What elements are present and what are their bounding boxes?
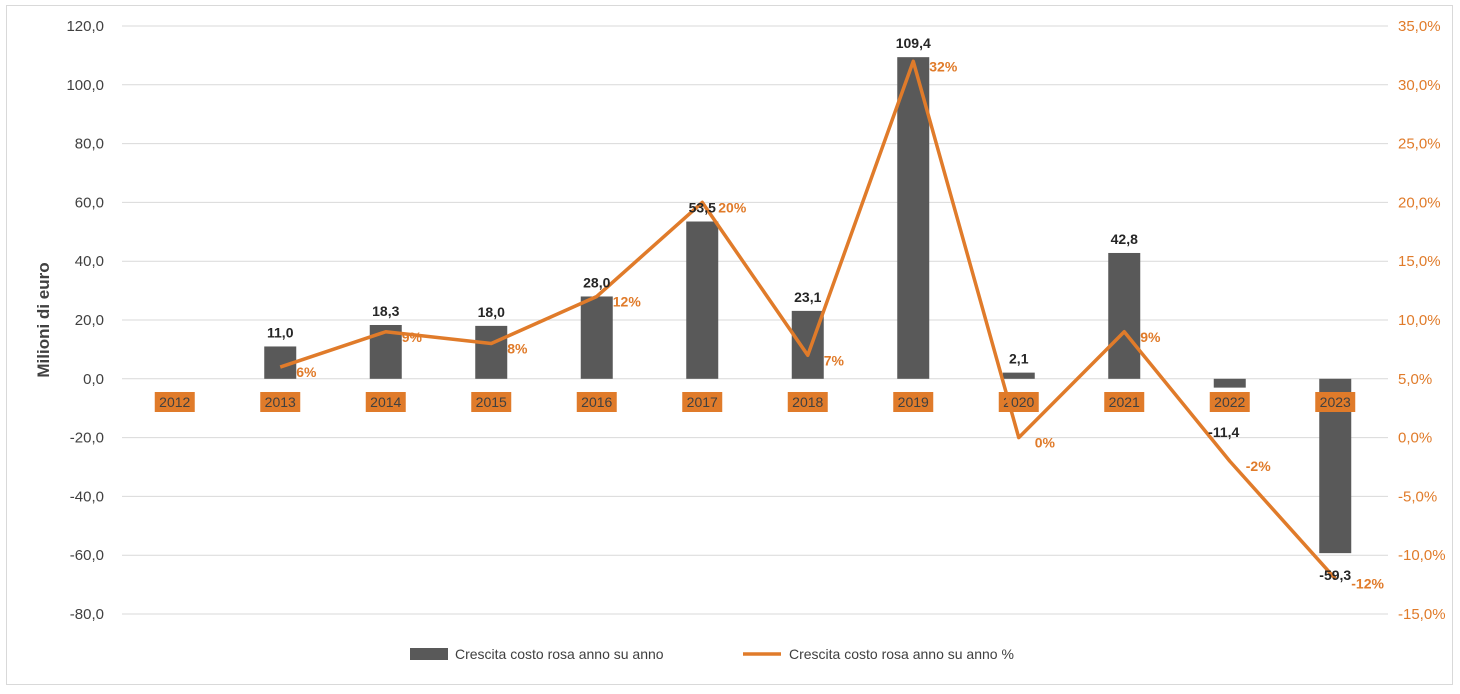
line-data-label: 9%: [402, 329, 423, 345]
category-label-box: [260, 392, 301, 412]
category-label-box: [1104, 392, 1145, 412]
category-label: 2023: [1320, 394, 1351, 410]
category-label-box: [471, 392, 512, 412]
y2-tick-label: 35,0%: [1398, 18, 1441, 35]
y-tick-label: 60,0: [75, 194, 104, 211]
y2-tick-label: 25,0%: [1398, 136, 1441, 153]
y-tick-label: 80,0: [75, 136, 104, 153]
category-label: 2021: [1109, 394, 1140, 410]
legend-swatch-bar: [410, 648, 448, 660]
line-data-label: -2%: [1246, 458, 1271, 474]
category-label: 2017: [687, 394, 718, 410]
line-data-label: 7%: [824, 352, 845, 368]
y2-tick-label: -5,0%: [1398, 488, 1437, 505]
line-data-label: 12%: [613, 293, 642, 309]
y-tick-label: -20,0: [70, 430, 104, 447]
bar-data-label: -11,4: [1208, 424, 1239, 440]
category-label: 2018: [792, 394, 823, 410]
bar-data-label: 18,0: [478, 304, 505, 320]
category-label-box: [1315, 392, 1356, 412]
line-data-label: 9%: [1140, 329, 1161, 345]
category-label: 2019: [898, 394, 929, 410]
bar-data-label: 53,5: [689, 200, 716, 216]
y-tick-label: 100,0: [66, 77, 104, 94]
bar: [1213, 378, 1246, 388]
line-data-label: 8%: [507, 341, 528, 357]
y2-tick-label: 30,0%: [1398, 77, 1441, 94]
legend-label: Crescita costo rosa anno su anno: [455, 646, 664, 662]
bar-data-label: 109,4: [896, 35, 931, 51]
y2-tick-label: 20,0%: [1398, 194, 1441, 211]
y2-tick-label: 15,0%: [1398, 253, 1441, 270]
bar: [580, 296, 613, 379]
category-label: 2016: [581, 394, 612, 410]
y2-tick-label: 0,0%: [1398, 430, 1432, 447]
bar-data-label: -59,3: [1319, 567, 1351, 583]
bar-data-label: 23,1: [794, 289, 821, 305]
line-series: [279, 59, 1337, 580]
line-data-label: 0%: [1035, 435, 1056, 451]
bar-data-label: 2,1: [1009, 351, 1029, 367]
bar: [897, 57, 930, 379]
bar-data-label: 11,0: [267, 324, 294, 340]
bar: [686, 221, 719, 379]
legend-label: Crescita costo rosa anno su anno %: [789, 646, 1014, 662]
category-label-box: [365, 392, 406, 412]
category-label-box: [576, 392, 617, 412]
bar: [1108, 252, 1141, 379]
y-tick-label: 120,0: [66, 18, 104, 35]
line-data-label: 6%: [296, 364, 317, 380]
y-tick-label: -80,0: [70, 606, 104, 623]
category-label: 2012: [159, 394, 190, 410]
bar: [1002, 372, 1035, 379]
line-data-label: -12%: [1351, 576, 1384, 592]
category-label: 2015: [476, 394, 507, 410]
y-tick-label: 0,0: [83, 371, 104, 388]
chart-frame: [6, 5, 1453, 685]
y2-tick-label: 10,0%: [1398, 312, 1441, 329]
y-axis-title: Milioni di euro: [34, 262, 53, 377]
category-label-box: [1209, 392, 1250, 412]
category-label-box: [893, 392, 934, 412]
y2-tick-label: 5,0%: [1398, 371, 1432, 388]
line-data-label: 20%: [718, 199, 747, 215]
y-tick-label: -60,0: [70, 547, 104, 564]
bar: [475, 325, 508, 379]
bar-data-label: 18,3: [372, 303, 399, 319]
bar-data-label: 42,8: [1111, 231, 1138, 247]
category-label: 2022: [1214, 394, 1245, 410]
category-label: 2013: [265, 394, 296, 410]
line-data-label: 32%: [929, 58, 958, 74]
y-tick-label: 40,0: [75, 253, 104, 270]
category-label-box: [682, 392, 723, 412]
y-tick-label: 20,0: [75, 312, 104, 329]
y2-tick-label: -10,0%: [1398, 547, 1446, 564]
category-label-box: [787, 392, 828, 412]
category-label-box: [154, 392, 195, 412]
bar-data-label: 28,0: [583, 274, 610, 290]
y2-tick-label: -15,0%: [1398, 606, 1446, 623]
category-label: 2014: [370, 394, 401, 410]
y-tick-label: -40,0: [70, 488, 104, 505]
